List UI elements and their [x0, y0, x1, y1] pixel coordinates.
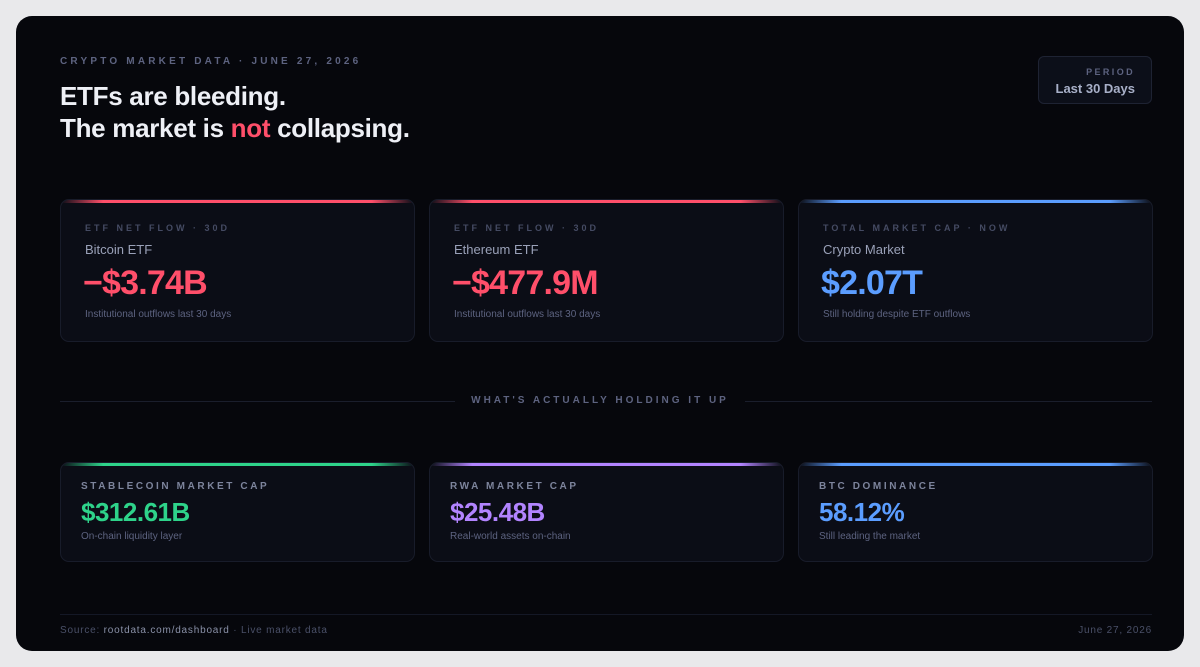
footer-source-prefix: Source:	[60, 625, 104, 636]
card-caption: ETF NET FLOW · 30D	[85, 223, 230, 233]
period-value: Last 30 Days	[1055, 81, 1136, 96]
card-accent-bar	[430, 463, 783, 466]
section-divider-text: WHAT'S ACTUALLY HOLDING IT UP	[455, 395, 745, 406]
card-value: $2.07T	[821, 264, 923, 302]
card-caption: BTC DOMINANCE	[819, 481, 938, 492]
card-name: Ethereum ETF	[454, 242, 539, 257]
footer-source-suffix: · Live market data	[229, 625, 328, 636]
footer-source: Source: rootdata.com/dashboard · Live ma…	[60, 625, 328, 636]
card-name: Crypto Market	[823, 242, 905, 257]
period-selector[interactable]: PERIOD Last 30 Days	[1038, 56, 1152, 104]
headline-line-2-post: collapsing.	[270, 113, 410, 143]
card-subtitle: Still holding despite ETF outflows	[823, 309, 971, 320]
page-title: ETFs are bleeding. The market is not col…	[60, 80, 410, 144]
card-value: $25.48B	[450, 497, 545, 527]
card-value: −$477.9M	[452, 264, 599, 302]
btc-dominance-card: BTC DOMINANCE 58.12% Still leading the m…	[798, 462, 1153, 562]
headline-line-2-pre: The market is	[60, 113, 231, 143]
headline-line-2: The market is not collapsing.	[60, 112, 410, 144]
card-value: −$3.74B	[83, 264, 208, 302]
footer-divider	[60, 614, 1152, 615]
bitcoin-etf-card: ETF NET FLOW · 30D Bitcoin ETF −$3.74B I…	[60, 199, 415, 342]
period-label: PERIOD	[1086, 67, 1135, 77]
card-value: 58.12%	[819, 497, 905, 527]
card-caption: ETF NET FLOW · 30D	[454, 223, 599, 233]
dashboard-frame: CRYPTO MARKET DATA · JUNE 27, 2026 ETFs …	[16, 16, 1184, 651]
headline-emphasis: not	[230, 113, 271, 143]
card-caption: RWA MARKET CAP	[450, 481, 579, 492]
card-subtitle: Real-world assets on-chain	[450, 531, 571, 542]
card-subtitle: On-chain liquidity layer	[81, 531, 183, 542]
card-accent-bar	[799, 463, 1152, 466]
card-name: Bitcoin ETF	[85, 242, 153, 257]
card-caption: STABLECOIN MARKET CAP	[81, 481, 270, 492]
card-accent-bar	[61, 463, 414, 466]
footer-date: June 27, 2026	[1078, 625, 1152, 636]
crypto-market-card: TOTAL MARKET CAP · NOW Crypto Market $2.…	[798, 199, 1153, 342]
footer-source-link[interactable]: rootdata.com/dashboard	[103, 625, 230, 636]
card-subtitle: Institutional outflows last 30 days	[85, 309, 232, 320]
headline-line-1: ETFs are bleeding.	[60, 81, 286, 111]
card-subtitle: Still leading the market	[819, 531, 921, 542]
rwa-card: RWA MARKET CAP $25.48B Real-world assets…	[429, 462, 784, 562]
card-accent-bar	[799, 200, 1152, 203]
card-accent-bar	[61, 200, 414, 203]
section-divider-label: WHAT'S ACTUALLY HOLDING IT UP	[16, 395, 1184, 406]
ethereum-etf-card: ETF NET FLOW · 30D Ethereum ETF −$477.9M…	[429, 199, 784, 342]
eyebrow-label: CRYPTO MARKET DATA · JUNE 27, 2026	[60, 56, 362, 67]
card-value: $312.61B	[81, 497, 190, 527]
card-accent-bar	[430, 200, 783, 203]
stablecoin-card: STABLECOIN MARKET CAP $312.61B On-chain …	[60, 462, 415, 562]
card-subtitle: Institutional outflows last 30 days	[454, 309, 601, 320]
card-caption: TOTAL MARKET CAP · NOW	[823, 223, 1011, 233]
